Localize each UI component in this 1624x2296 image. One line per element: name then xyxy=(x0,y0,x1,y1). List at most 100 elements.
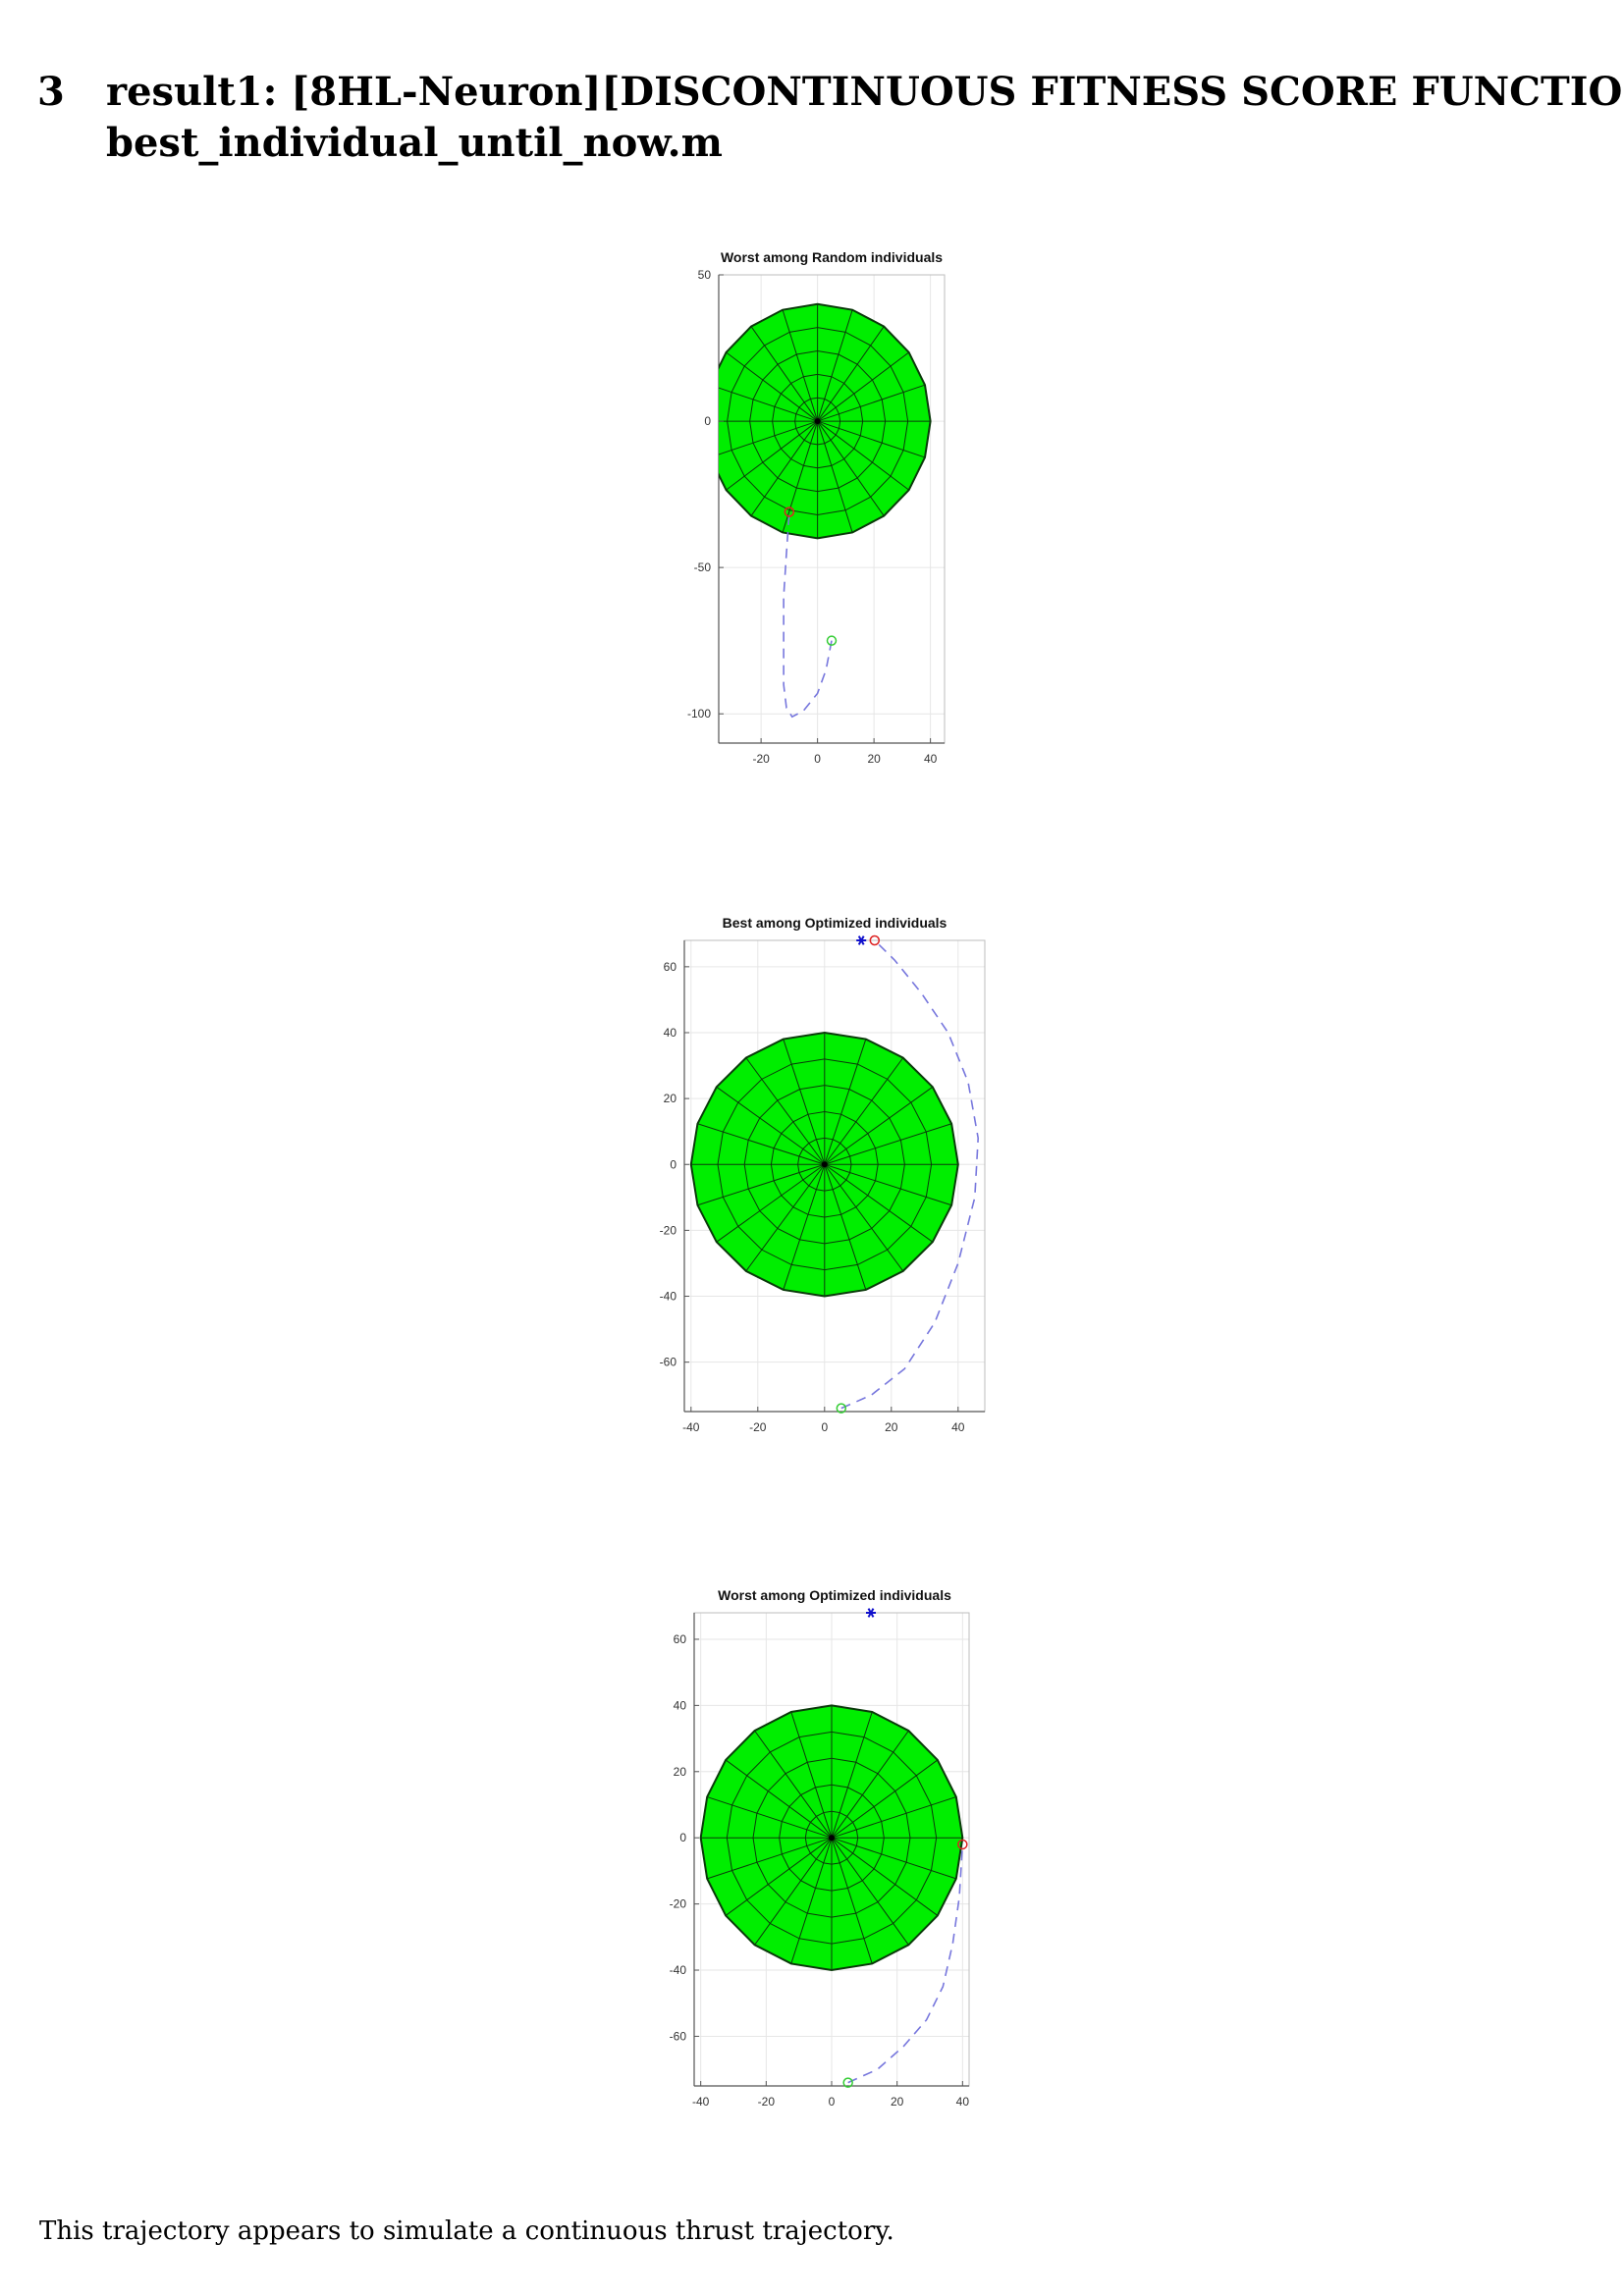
sphere-meridian xyxy=(817,420,853,533)
x-tick-label: 40 xyxy=(956,2095,970,2109)
y-tick-label: 20 xyxy=(664,1092,677,1105)
sphere-meridian xyxy=(824,1057,904,1165)
sphere-meridian xyxy=(754,1730,833,1839)
y-tick-label: -100 xyxy=(687,707,711,721)
sphere-meridian xyxy=(831,1796,956,1839)
y-tick-label: 40 xyxy=(664,1026,677,1040)
y-tick-label: -40 xyxy=(660,1290,677,1304)
trajectory-line xyxy=(783,511,833,719)
y-tick-label: 20 xyxy=(674,1765,687,1779)
target-marker-stroke xyxy=(857,935,865,945)
sphere-meridian xyxy=(750,326,819,422)
x-tick-label: -40 xyxy=(682,1420,700,1434)
sphere-meridian xyxy=(790,1838,833,1964)
sphere-meridian xyxy=(817,420,926,458)
sphere-meridian xyxy=(831,1838,873,1964)
sphere-meridian xyxy=(725,1759,833,1839)
sphere-meridian xyxy=(783,1164,826,1291)
y-tick-label: -20 xyxy=(670,1897,687,1911)
sphere-meridian xyxy=(745,1057,826,1165)
target-marker-stroke xyxy=(867,1608,875,1618)
x-tick-label: 0 xyxy=(814,752,821,766)
sphere-center xyxy=(814,418,821,425)
x-tick-label: 0 xyxy=(829,2095,836,2109)
sphere-meridian xyxy=(750,420,819,516)
target-marker xyxy=(856,935,867,945)
x-tick-label: 20 xyxy=(891,2095,904,2109)
sphere-meridian xyxy=(831,1711,873,1839)
sphere-group xyxy=(689,1031,959,1298)
sphere-meridian xyxy=(831,1837,956,1880)
sphere-meridian xyxy=(697,1163,825,1206)
figure-best-optimized: -40 -20 0 20 40 60 40 20 0 -20 -40 -60 Best among Op… xyxy=(660,915,986,1434)
sphere-meridian xyxy=(697,1123,825,1165)
end-marker xyxy=(957,1839,968,1850)
sphere-meridian xyxy=(726,420,818,491)
sphere-meridian xyxy=(716,1086,826,1165)
sphere-meridian xyxy=(824,1086,934,1165)
sphere-meridian xyxy=(790,1711,833,1839)
trajectory-line xyxy=(840,939,980,1410)
y-tick-label: 0 xyxy=(670,1157,677,1171)
sphere-meridian xyxy=(817,384,926,422)
y-tick-label: -60 xyxy=(670,2029,687,2043)
x-tick-label: 20 xyxy=(867,752,881,766)
sphere-meridian xyxy=(824,1164,867,1291)
x-tick-label: 40 xyxy=(951,1420,965,1434)
y-tick-label: 40 xyxy=(674,1698,687,1712)
section-title: result1: [8HL-Neuron][DISCONTINUOUS FITN… xyxy=(106,67,1624,169)
sphere-meridian xyxy=(707,1837,833,1880)
sphere-meridian xyxy=(824,1123,952,1165)
x-tick-label: -20 xyxy=(749,1420,767,1434)
sphere-meridian xyxy=(831,1759,939,1839)
y-tick-label: -50 xyxy=(694,561,712,574)
sphere-center xyxy=(829,1835,835,1842)
sphere-meridian xyxy=(817,309,853,422)
sphere-meridian xyxy=(719,387,818,422)
sphere-meridian xyxy=(824,1163,934,1243)
caption-text: This trajectory appears to simulate a co… xyxy=(39,2216,894,2246)
x-tick-label: 40 xyxy=(924,752,938,766)
y-tick-label: -40 xyxy=(670,1963,687,1977)
y-tick-label: 60 xyxy=(664,960,677,974)
x-tick-label: -40 xyxy=(692,2095,710,2109)
section-number: 3 xyxy=(37,69,65,115)
y-tick-label: -60 xyxy=(660,1356,677,1369)
section-title-line1: result1: [8HL-Neuron][DISCONTINUOUS FITN… xyxy=(106,69,1624,115)
y-tick-label: 0 xyxy=(679,1831,686,1844)
sphere-meridian xyxy=(817,420,909,491)
y-tick-label: 60 xyxy=(674,1632,687,1646)
sphere-meridian xyxy=(745,1163,826,1272)
sphere-meridian xyxy=(782,309,819,422)
sphere-meridian xyxy=(707,1796,833,1839)
sphere-meridian xyxy=(817,420,885,516)
sphere-meridian xyxy=(817,326,885,422)
chart-title: Worst among Random individuals xyxy=(721,249,943,265)
x-tick-label: -20 xyxy=(758,2095,776,2109)
figure-worst-random: -20 0 20 40 50 0 -50 -100 Worst among Random ind… xyxy=(687,249,946,766)
sphere-meridian xyxy=(817,351,909,422)
sphere-meridian xyxy=(824,1163,952,1206)
y-tick-label: 50 xyxy=(698,268,712,282)
sphere-meridian xyxy=(831,1837,939,1916)
sphere-meridian xyxy=(754,1837,833,1946)
section-title-line2: best_individual_until_now.m xyxy=(106,120,723,166)
y-tick-label: -20 xyxy=(660,1223,677,1237)
chart-title: Worst among Optimized individuals xyxy=(718,1587,951,1603)
sphere-center xyxy=(821,1161,828,1168)
sphere-group xyxy=(719,302,932,540)
sphere-meridian xyxy=(726,351,818,422)
sphere-meridian xyxy=(831,1837,909,1946)
sphere-meridian xyxy=(725,1837,833,1916)
end-marker xyxy=(784,507,795,517)
start-marker xyxy=(842,2077,853,2088)
sphere-meridian xyxy=(782,420,819,533)
sphere-group xyxy=(699,1704,964,1972)
figure-worst-optimized: -40 -20 0 20 40 60 40 20 0 -20 -40 -60 Worst among O… xyxy=(670,1587,970,2109)
start-marker xyxy=(826,635,838,646)
y-tick-label: 0 xyxy=(704,414,711,428)
end-marker xyxy=(869,934,881,946)
sphere-meridian xyxy=(824,1163,904,1272)
x-tick-label: 20 xyxy=(885,1420,898,1434)
sphere-meridian xyxy=(824,1039,867,1165)
